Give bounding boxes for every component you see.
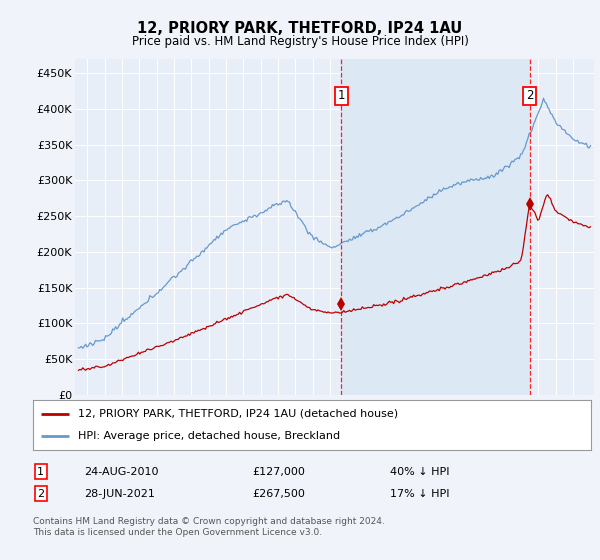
Text: HPI: Average price, detached house, Breckland: HPI: Average price, detached house, Brec… xyxy=(77,431,340,441)
Text: 1: 1 xyxy=(37,466,44,477)
Text: 1: 1 xyxy=(338,90,345,102)
Bar xyxy=(341,59,530,395)
Text: 12, PRIORY PARK, THETFORD, IP24 1AU: 12, PRIORY PARK, THETFORD, IP24 1AU xyxy=(137,21,463,36)
Text: 2: 2 xyxy=(526,90,533,102)
Text: 24-AUG-2010: 24-AUG-2010 xyxy=(84,466,158,477)
Text: £127,000: £127,000 xyxy=(252,466,305,477)
Text: £267,500: £267,500 xyxy=(252,489,305,499)
Text: 12, PRIORY PARK, THETFORD, IP24 1AU (detached house): 12, PRIORY PARK, THETFORD, IP24 1AU (det… xyxy=(77,409,398,419)
Text: 28-JUN-2021: 28-JUN-2021 xyxy=(84,489,155,499)
Text: Contains HM Land Registry data © Crown copyright and database right 2024.
This d: Contains HM Land Registry data © Crown c… xyxy=(33,517,385,537)
Text: 40% ↓ HPI: 40% ↓ HPI xyxy=(390,466,449,477)
Text: 2: 2 xyxy=(37,489,44,499)
Text: 17% ↓ HPI: 17% ↓ HPI xyxy=(390,489,449,499)
Text: Price paid vs. HM Land Registry's House Price Index (HPI): Price paid vs. HM Land Registry's House … xyxy=(131,35,469,48)
